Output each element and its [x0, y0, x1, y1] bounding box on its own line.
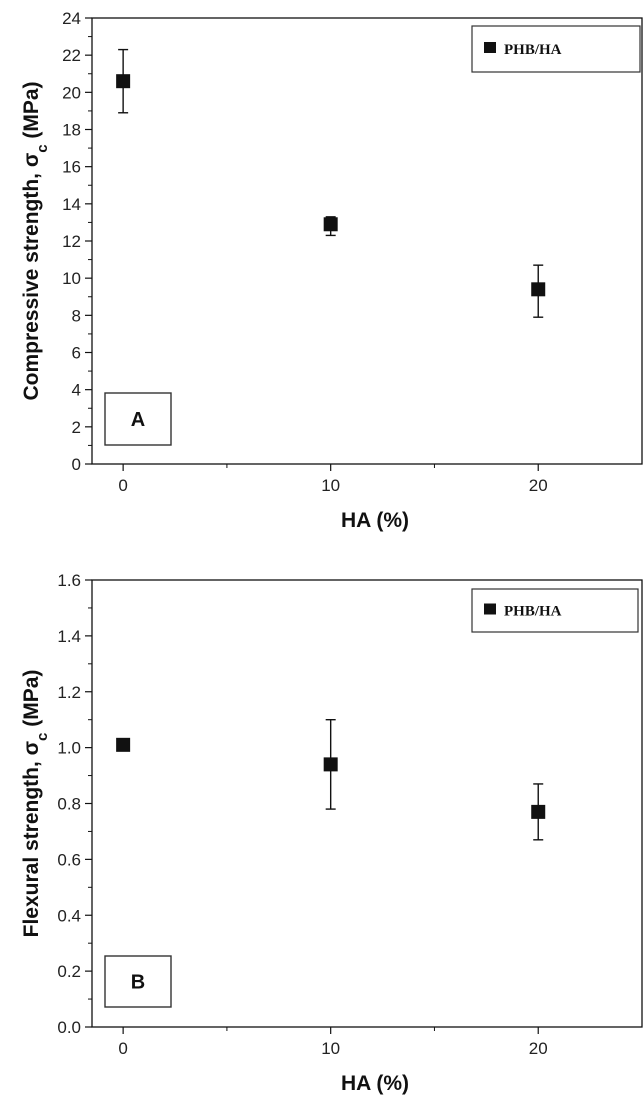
y-tick-label: 16 — [62, 158, 81, 177]
x-tick-label: 10 — [321, 476, 340, 495]
y-tick-label: 18 — [62, 121, 81, 140]
panel-label: A — [131, 409, 145, 431]
legend-marker — [484, 603, 496, 615]
y-tick-label: 1.4 — [57, 627, 81, 646]
y-tick-label: 1.6 — [57, 571, 81, 590]
y-axis-title-main: Compressive strength, σ — [20, 153, 43, 401]
y-tick-label: 8 — [72, 306, 81, 325]
data-point — [116, 737, 131, 752]
data-point — [531, 282, 546, 297]
legend-box — [471, 588, 639, 633]
y-axis-title-subscript: c — [34, 144, 51, 152]
data-point — [323, 757, 338, 772]
chart-panel-b: 0.0 0.2 0.4 0.6 0.8 1.0 1.2 1.4 1.6 0 10 20 HA (%) Fl… — [20, 571, 643, 1095]
y-tick-label: 0.0 — [57, 1018, 81, 1037]
y-tick-label: 4 — [72, 381, 81, 400]
x-tick-label: 0 — [118, 1039, 127, 1058]
x-tick-label: 0 — [118, 476, 127, 495]
y-tick-label: 6 — [72, 344, 81, 363]
y-tick-label: 0 — [72, 455, 81, 474]
y-axis-title: Flexural strength, σc (MPa) — [20, 670, 51, 938]
panel-label-box — [104, 955, 172, 1008]
y-tick-label: 1.2 — [57, 683, 81, 702]
data-point — [116, 74, 131, 89]
y-axis-title: Compressive strength, σc (MPa) — [20, 81, 51, 400]
data-point — [531, 804, 546, 819]
y-axis-title-main: Flexural strength, σ — [20, 741, 43, 937]
legend-label: PHB/HA — [504, 42, 562, 58]
data-point — [323, 217, 338, 232]
y-tick-label: 10 — [62, 269, 81, 288]
plot-frame — [91, 17, 643, 465]
y-axis-title-unit: (MPa) — [20, 670, 43, 733]
x-axis-title: HA (%) — [341, 1072, 409, 1095]
y-tick-label: 22 — [62, 46, 81, 65]
y-tick-label: 0.6 — [57, 850, 81, 869]
y-tick-label: 14 — [62, 195, 81, 214]
y-tick-label: 0.4 — [57, 906, 81, 925]
panel-label: B — [131, 972, 145, 994]
plot-frame — [91, 579, 643, 1028]
x-axis-title: HA (%) — [341, 509, 409, 532]
y-tick-label: 1.0 — [57, 739, 81, 758]
y-tick-label: 0.2 — [57, 962, 81, 981]
panel-label-box — [104, 392, 172, 446]
x-tick-label: 10 — [321, 1039, 340, 1058]
legend-label: PHB/HA — [504, 604, 562, 620]
x-tick-label: 20 — [529, 476, 548, 495]
y-tick-label: 24 — [62, 9, 81, 28]
y-axis-title-unit: (MPa) — [20, 81, 43, 144]
y-tick-label: 12 — [62, 232, 81, 251]
legend-box — [471, 25, 641, 73]
x-tick-label: 20 — [529, 1039, 548, 1058]
y-tick-label: 2 — [72, 418, 81, 437]
y-axis-title-subscript: c — [34, 733, 51, 741]
y-tick-label: 0.8 — [57, 795, 81, 814]
y-tick-label: 20 — [62, 83, 81, 102]
legend-marker — [484, 42, 496, 53]
